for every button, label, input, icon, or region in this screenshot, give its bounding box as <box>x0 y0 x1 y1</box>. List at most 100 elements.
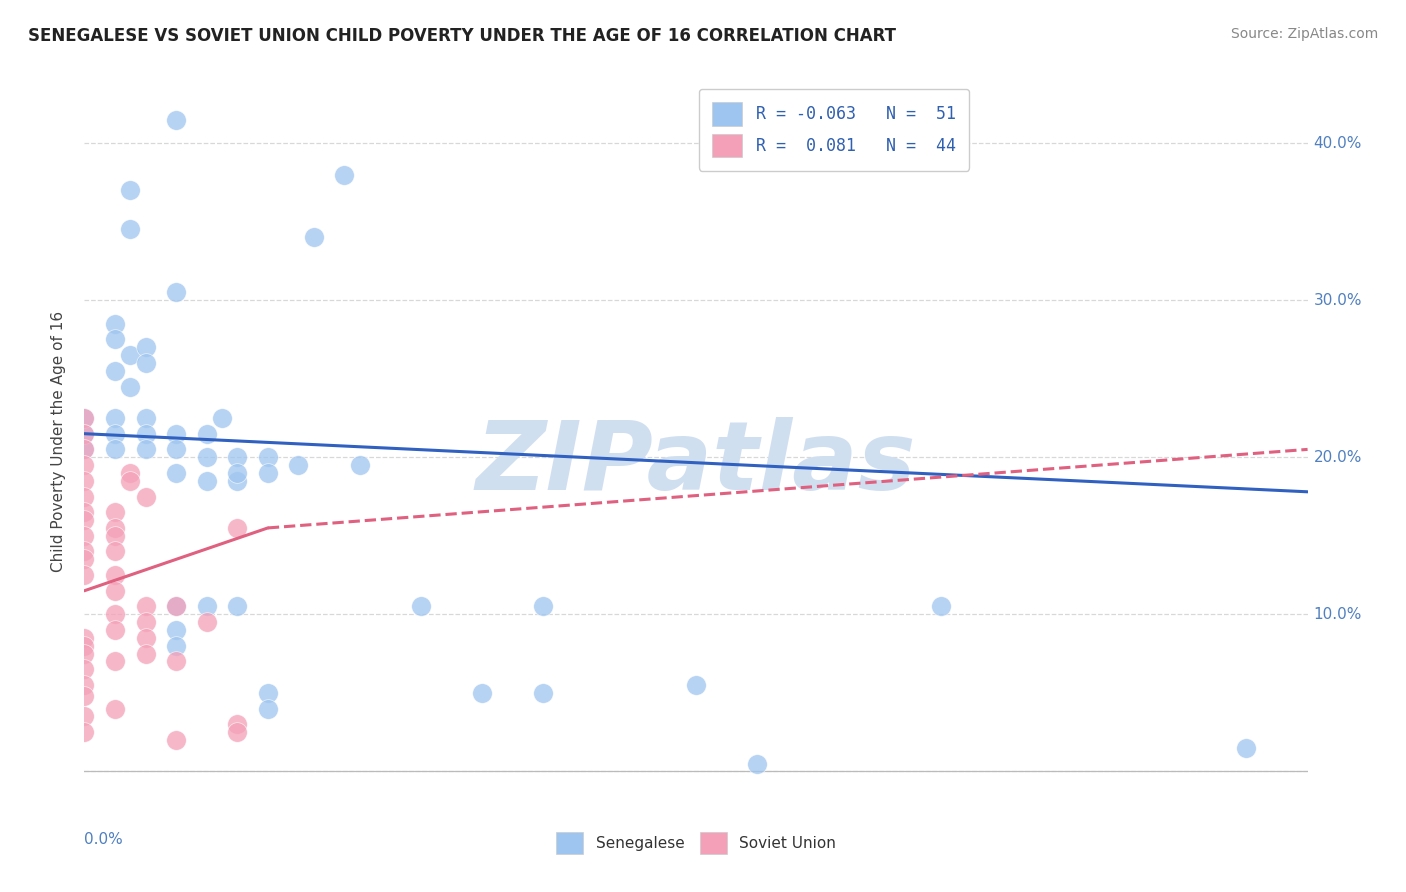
Point <box>104 568 127 582</box>
Point <box>531 599 554 614</box>
Point <box>73 458 96 472</box>
Point <box>165 599 187 614</box>
Point <box>73 513 96 527</box>
Point <box>135 631 157 645</box>
Point <box>195 615 218 630</box>
Point <box>165 466 187 480</box>
Point <box>73 411 96 425</box>
Text: 20.0%: 20.0% <box>1313 450 1362 465</box>
Point <box>165 639 187 653</box>
Point <box>73 442 96 457</box>
Point <box>195 474 218 488</box>
Point <box>73 662 96 676</box>
Text: 10.0%: 10.0% <box>1313 607 1362 622</box>
Point <box>120 379 142 393</box>
Point <box>226 599 249 614</box>
Point <box>195 450 218 465</box>
Point <box>135 599 157 614</box>
Point <box>195 426 218 441</box>
Point <box>73 490 96 504</box>
Point <box>73 505 96 519</box>
Point <box>104 544 127 558</box>
Point <box>226 474 249 488</box>
Point <box>73 678 96 692</box>
Text: Source: ZipAtlas.com: Source: ZipAtlas.com <box>1230 27 1378 41</box>
Point <box>104 317 127 331</box>
Point <box>104 521 127 535</box>
Text: SENEGALESE VS SOVIET UNION CHILD POVERTY UNDER THE AGE OF 16 CORRELATION CHART: SENEGALESE VS SOVIET UNION CHILD POVERTY… <box>28 27 896 45</box>
Point <box>135 426 157 441</box>
Point <box>349 458 371 472</box>
Point <box>73 639 96 653</box>
Text: 30.0%: 30.0% <box>1313 293 1362 308</box>
Point <box>73 426 96 441</box>
Point <box>135 411 157 425</box>
Point <box>165 623 187 637</box>
Point <box>104 529 127 543</box>
Point <box>73 544 96 558</box>
Point <box>120 183 142 197</box>
Point <box>165 426 187 441</box>
Text: ZIPatlas: ZIPatlas <box>475 417 917 509</box>
Legend: Senegalese, Soviet Union: Senegalese, Soviet Union <box>550 826 842 860</box>
Point <box>104 426 127 441</box>
Point <box>211 411 233 425</box>
Point <box>302 230 325 244</box>
Point <box>287 458 309 472</box>
Point <box>120 474 142 488</box>
Point <box>226 466 249 480</box>
Point <box>104 623 127 637</box>
Text: 40.0%: 40.0% <box>1313 136 1362 151</box>
Point <box>73 552 96 566</box>
Point <box>73 647 96 661</box>
Point <box>104 411 127 425</box>
Point <box>165 599 187 614</box>
Y-axis label: Child Poverty Under the Age of 16: Child Poverty Under the Age of 16 <box>51 311 66 572</box>
Point <box>104 583 127 598</box>
Point <box>226 725 249 739</box>
Point <box>104 505 127 519</box>
Point <box>73 689 96 703</box>
Point <box>120 222 142 236</box>
Point <box>104 655 127 669</box>
Point <box>257 686 280 700</box>
Point <box>135 340 157 354</box>
Point <box>135 615 157 630</box>
Point <box>135 442 157 457</box>
Point <box>104 701 127 715</box>
Point <box>73 442 96 457</box>
Point <box>73 474 96 488</box>
Point <box>73 426 96 441</box>
Point <box>104 607 127 622</box>
Point <box>195 599 218 614</box>
Point <box>120 348 142 362</box>
Point <box>257 450 280 465</box>
Point <box>165 112 187 127</box>
Point <box>135 647 157 661</box>
Point <box>165 655 187 669</box>
Point <box>531 686 554 700</box>
Point <box>471 686 494 700</box>
Point <box>73 709 96 723</box>
Point <box>104 333 127 347</box>
Text: 0.0%: 0.0% <box>84 831 124 847</box>
Point <box>685 678 707 692</box>
Point <box>257 701 280 715</box>
Point <box>409 599 432 614</box>
Point <box>257 466 280 480</box>
Point <box>226 717 249 731</box>
Point <box>120 466 142 480</box>
Point <box>333 168 356 182</box>
Point <box>1236 740 1258 755</box>
Point <box>104 364 127 378</box>
Point <box>165 442 187 457</box>
Point <box>73 529 96 543</box>
Point <box>226 521 249 535</box>
Point <box>165 285 187 300</box>
Point <box>104 442 127 457</box>
Point <box>73 631 96 645</box>
Point <box>135 356 157 370</box>
Point <box>165 733 187 747</box>
Point <box>929 599 952 614</box>
Point <box>226 450 249 465</box>
